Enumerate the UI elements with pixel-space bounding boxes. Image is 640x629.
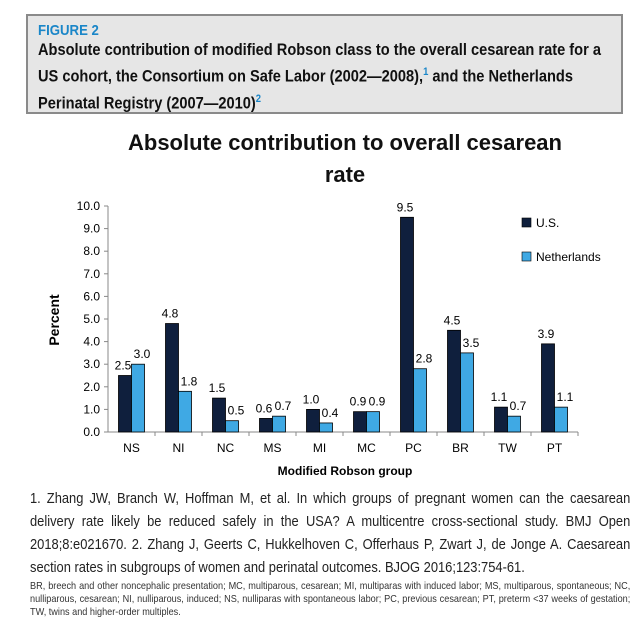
- x-tick-label: BR: [452, 441, 469, 455]
- caption-text-2: and the Netherlands Perinatal Registry (…: [38, 66, 573, 113]
- bar-netherlands-MS: [272, 415, 286, 433]
- bar-us-MI: [306, 408, 320, 433]
- bar-netherlands-NC: [225, 420, 239, 433]
- data-label: 2.5: [115, 359, 132, 373]
- data-label: 3.0: [134, 347, 151, 361]
- data-label: 1.1: [557, 390, 574, 404]
- references-text: 1. Zhang JW, Branch W, Hoffman M, et al.…: [30, 490, 631, 576]
- x-tick-label: MC: [357, 441, 376, 455]
- x-tick-label: MS: [264, 441, 282, 455]
- data-label: 1.0: [303, 392, 320, 406]
- data-label: 0.9: [350, 395, 367, 409]
- ref-2: 2: [255, 92, 262, 105]
- bar-us-TW: [494, 406, 508, 433]
- y-tick-label: 10.0: [77, 199, 101, 213]
- chart-title-line2: rate: [325, 162, 365, 187]
- bar-netherlands-NI: [178, 390, 192, 433]
- legend-label: U.S.: [536, 216, 559, 230]
- bar-us-NC: [212, 397, 226, 433]
- x-tick-label: NS: [123, 441, 140, 455]
- y-tick-label: 7.0: [83, 267, 100, 281]
- bar-netherlands-TW: [507, 415, 521, 433]
- abbreviations: BR, breech and other noncephalic present…: [30, 580, 631, 618]
- data-label: 2.8: [416, 352, 433, 366]
- data-label: 0.5: [228, 404, 245, 418]
- data-label: 9.5: [397, 200, 414, 214]
- y-tick-label: 8.0: [83, 244, 100, 258]
- data-label: 0.4: [322, 406, 339, 420]
- data-label: 1.8: [181, 374, 198, 388]
- data-label: 0.6: [256, 401, 273, 415]
- caption-text: Absolute contribution of modified Robson…: [38, 40, 601, 86]
- data-label: 1.1: [491, 390, 508, 404]
- x-axis-label: Modified Robson group: [278, 464, 413, 478]
- y-tick-label: 1.0: [83, 402, 100, 416]
- bar-netherlands-PC: [413, 368, 427, 433]
- bar-netherlands-NS: [131, 363, 145, 433]
- y-tick-label: 2.0: [83, 380, 100, 394]
- figure-label: FIGURE 2: [38, 22, 99, 39]
- data-label: 0.7: [510, 399, 527, 413]
- data-label: 0.9: [369, 395, 386, 409]
- bar-netherlands-MI: [319, 422, 333, 433]
- bar-netherlands-MC: [366, 411, 380, 433]
- y-tick-label: 0.0: [83, 425, 100, 439]
- y-tick-label: 9.0: [83, 222, 100, 236]
- figure-caption: Absolute contribution of modified Robson…: [38, 39, 606, 114]
- bar-netherlands-PT: [554, 406, 568, 433]
- ref-1: 1: [423, 66, 429, 78]
- x-tick-label: PC: [405, 441, 422, 455]
- bar-us-MS: [259, 418, 273, 433]
- legend-swatch: [521, 217, 532, 228]
- x-tick-label: TW: [498, 441, 517, 455]
- bar-chart: Absolute contribution to overall cesarea…: [46, 130, 601, 478]
- x-tick-label: PT: [547, 441, 563, 455]
- y-tick-label: 3.0: [83, 357, 100, 371]
- bar-us-NI: [165, 323, 179, 433]
- data-label: 4.8: [162, 307, 179, 321]
- y-axis-label: Percent: [46, 294, 62, 346]
- y-tick-label: 4.0: [83, 335, 100, 349]
- x-tick-label: NI: [173, 441, 185, 455]
- chart-title-line1: Absolute contribution to overall cesarea…: [128, 130, 562, 155]
- references: 1. Zhang JW, Branch W, Hoffman M, et al.…: [30, 487, 630, 579]
- y-tick-label: 6.0: [83, 289, 100, 303]
- figure-header: FIGURE 2 Absolute contribution of modifi…: [26, 14, 623, 114]
- data-label: 3.9: [538, 327, 555, 341]
- data-label: 1.5: [209, 381, 226, 395]
- x-tick-label: NC: [217, 441, 235, 455]
- bar-us-PC: [400, 216, 414, 433]
- bar-us-BR: [447, 329, 461, 433]
- bar-us-NS: [118, 375, 132, 433]
- bar-us-PT: [541, 343, 555, 433]
- data-label: 4.5: [444, 313, 461, 327]
- bar-netherlands-BR: [460, 352, 474, 433]
- data-label: 0.7: [275, 399, 292, 413]
- bar-us-MC: [353, 411, 367, 433]
- y-tick-label: 5.0: [83, 312, 100, 326]
- x-tick-label: MI: [313, 441, 326, 455]
- legend-swatch: [521, 251, 532, 262]
- data-label: 3.5: [463, 336, 480, 350]
- legend-label: Netherlands: [536, 250, 601, 264]
